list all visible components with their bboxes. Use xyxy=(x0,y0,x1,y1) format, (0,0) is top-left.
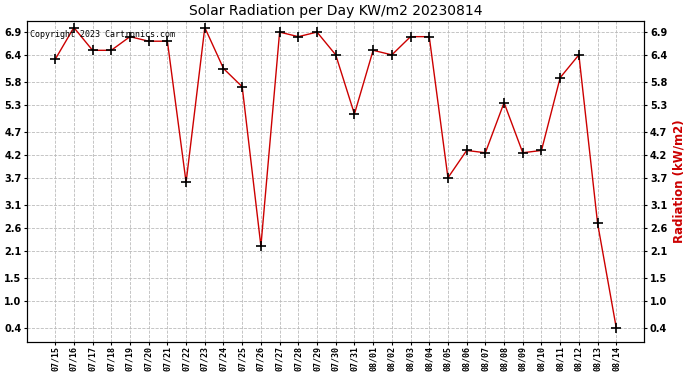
Point xyxy=(124,34,135,40)
Text: Copyright 2023 Cartronics.com: Copyright 2023 Cartronics.com xyxy=(30,30,175,39)
Point xyxy=(87,47,98,53)
Title: Solar Radiation per Day KW/m2 20230814: Solar Radiation per Day KW/m2 20230814 xyxy=(189,4,482,18)
Point xyxy=(555,75,566,81)
Point xyxy=(274,29,285,35)
Point xyxy=(68,24,79,30)
Point xyxy=(573,52,584,58)
Point xyxy=(405,34,416,40)
Point xyxy=(255,243,266,249)
Point xyxy=(480,150,491,156)
Point xyxy=(499,100,510,106)
Point xyxy=(424,34,435,40)
Point xyxy=(218,66,229,72)
Point xyxy=(106,47,117,53)
Point xyxy=(293,34,304,40)
Point xyxy=(349,111,360,117)
Point xyxy=(536,147,547,153)
Point xyxy=(143,38,154,44)
Point xyxy=(237,84,248,90)
Point xyxy=(518,150,529,156)
Point xyxy=(611,325,622,331)
Point xyxy=(331,52,342,58)
Point xyxy=(199,24,210,30)
Point xyxy=(162,38,173,44)
Point xyxy=(386,52,397,58)
Point xyxy=(311,29,322,35)
Y-axis label: Radiation (kW/m2): Radiation (kW/m2) xyxy=(673,119,686,243)
Point xyxy=(181,179,192,185)
Point xyxy=(50,56,61,62)
Point xyxy=(592,220,603,226)
Point xyxy=(461,147,472,153)
Point xyxy=(368,47,379,53)
Point xyxy=(442,175,453,181)
